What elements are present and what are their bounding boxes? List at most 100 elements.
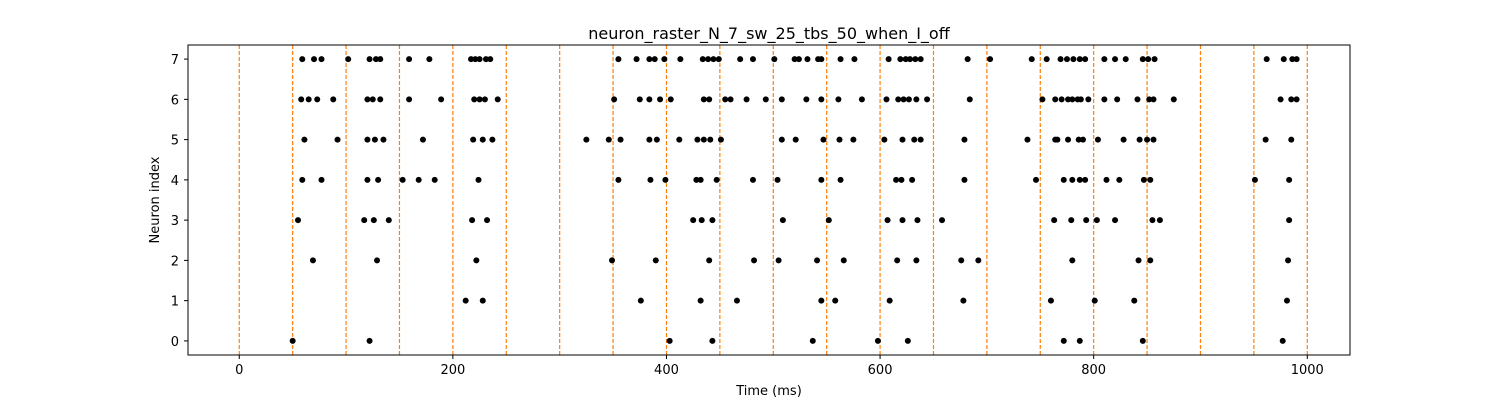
spike-point xyxy=(939,217,946,224)
spike-point xyxy=(361,217,368,224)
spike-point xyxy=(883,96,890,103)
spike-point xyxy=(909,176,916,183)
spike-point xyxy=(713,176,720,183)
spike-point xyxy=(835,96,842,103)
spike-point xyxy=(762,96,769,103)
spike-point xyxy=(727,96,734,103)
spike-point xyxy=(717,136,724,143)
spike-point xyxy=(676,136,683,143)
spike-point xyxy=(698,217,705,224)
spike-point xyxy=(1262,136,1269,143)
spike-point xyxy=(1052,96,1059,103)
spike-point xyxy=(646,136,653,143)
spike-point xyxy=(1288,136,1295,143)
spike-point xyxy=(1289,56,1296,63)
spike-point xyxy=(371,136,378,143)
spike-point xyxy=(1277,96,1284,103)
spike-point xyxy=(611,96,618,103)
spike-point xyxy=(289,337,296,344)
spike-point xyxy=(636,96,643,103)
spike-point xyxy=(469,217,476,224)
spike-point xyxy=(697,176,704,183)
spike-point xyxy=(318,176,325,183)
spike-point xyxy=(779,217,786,224)
spike-point xyxy=(301,136,308,143)
spike-point xyxy=(778,96,785,103)
spike-point xyxy=(1054,136,1061,143)
chart-title: neuron_raster_N_7_sw_25_tbs_50_when_I_of… xyxy=(588,24,950,44)
spike-point xyxy=(651,56,658,63)
spike-point xyxy=(1076,176,1083,183)
spike-point xyxy=(652,257,659,264)
spike-point xyxy=(1139,56,1146,63)
spike-point xyxy=(364,96,371,103)
spike-point xyxy=(884,217,891,224)
x-tick-label: 200 xyxy=(440,363,465,378)
spike-point xyxy=(406,56,413,63)
y-axis: 0 1 2 3 4 5 6 7 xyxy=(171,53,188,350)
spike-point xyxy=(370,217,377,224)
spike-point xyxy=(377,56,384,63)
spike-point xyxy=(886,297,893,304)
y-axis-label: Neuron index xyxy=(148,156,163,243)
spike-point xyxy=(298,96,305,103)
spike-point xyxy=(1147,257,1154,264)
spike-point xyxy=(372,56,379,63)
spike-point xyxy=(475,176,482,183)
spike-point xyxy=(471,96,478,103)
spike-point xyxy=(615,176,622,183)
spike-point xyxy=(1069,96,1076,103)
spike-point xyxy=(1285,257,1292,264)
spike-point xyxy=(462,297,469,304)
spike-point xyxy=(1283,297,1290,304)
spike-point xyxy=(899,136,906,143)
spike-point xyxy=(895,96,902,103)
spike-point xyxy=(912,56,919,63)
spike-point xyxy=(299,56,306,63)
spike-point xyxy=(778,136,785,143)
spike-point xyxy=(377,96,384,103)
spike-point xyxy=(1083,217,1090,224)
spike-point xyxy=(697,297,704,304)
spike-point xyxy=(345,56,352,63)
x-tick-label: 800 xyxy=(1081,363,1106,378)
spike-point xyxy=(710,56,717,63)
spike-point xyxy=(662,176,669,183)
spike-point xyxy=(905,96,912,103)
spike-point xyxy=(837,176,844,183)
y-tick-label: 0 xyxy=(171,335,179,350)
spike-point xyxy=(911,136,918,143)
spike-point xyxy=(958,257,965,264)
spike-point xyxy=(380,136,387,143)
spike-point xyxy=(476,96,483,103)
spike-point xyxy=(1286,176,1293,183)
spike-points xyxy=(289,56,1300,344)
spike-point xyxy=(733,297,740,304)
spike-point xyxy=(366,56,373,63)
spike-point xyxy=(1144,136,1151,143)
x-tick-label: 1000 xyxy=(1291,363,1324,378)
spike-point xyxy=(1150,136,1157,143)
spike-point xyxy=(975,257,982,264)
spike-point xyxy=(690,217,697,224)
spike-point xyxy=(366,337,373,344)
spike-point xyxy=(1251,176,1258,183)
x-axis-label: Time (ms) xyxy=(735,384,802,399)
spike-point xyxy=(484,217,491,224)
spike-point xyxy=(792,136,799,143)
spike-point xyxy=(706,96,713,103)
spike-point xyxy=(1139,337,1146,344)
spike-point xyxy=(470,136,477,143)
spike-point xyxy=(1082,56,1089,63)
spike-point xyxy=(709,217,716,224)
spike-point xyxy=(637,297,644,304)
spike-point xyxy=(775,257,782,264)
spike-point xyxy=(1140,176,1147,183)
spike-point xyxy=(850,136,857,143)
spike-point xyxy=(295,217,302,224)
stimulus-lines xyxy=(238,45,1308,355)
spike-point xyxy=(804,56,811,63)
spike-point xyxy=(375,176,382,183)
spike-point xyxy=(1075,136,1082,143)
spike-point xyxy=(966,96,973,103)
